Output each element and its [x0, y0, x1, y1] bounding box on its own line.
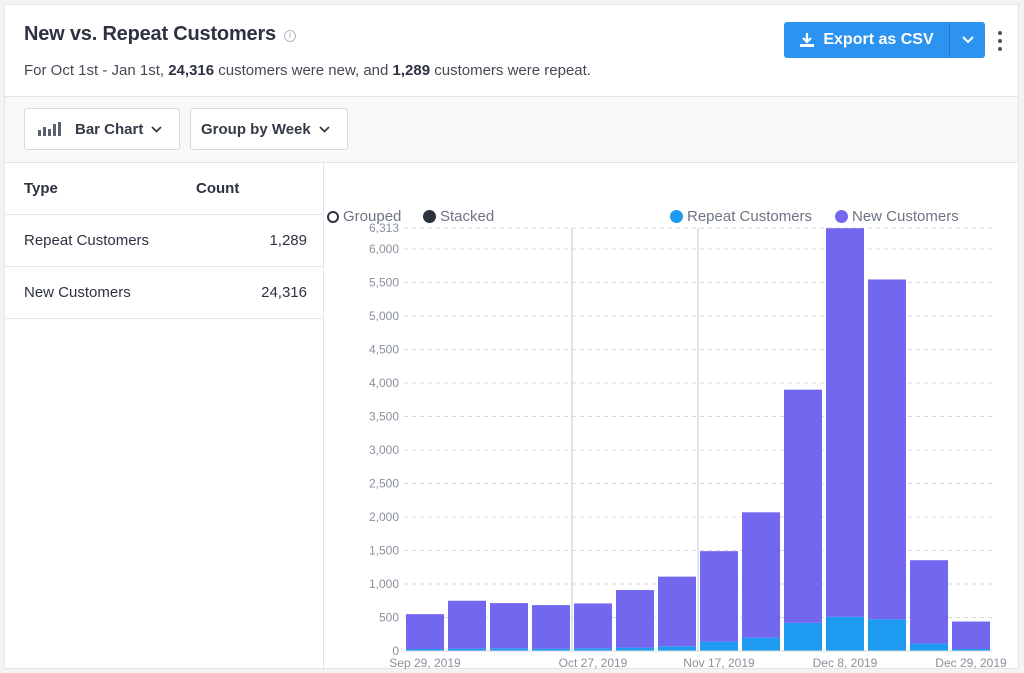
- bar-new: [448, 600, 486, 649]
- bar-repeat: [574, 648, 612, 651]
- export-split-button: Export as CSV: [784, 22, 985, 58]
- x-tick-label: Dec 29, 2019: [935, 656, 1007, 670]
- page-title: New vs. Repeat Customers: [24, 23, 276, 45]
- group-by-dropdown[interactable]: Group by Week: [190, 108, 348, 150]
- x-tick-label: Nov 17, 2019: [683, 656, 755, 670]
- bar-new: [784, 389, 822, 623]
- repeat-count: 1,289: [392, 62, 431, 79]
- y-tick-label: 1,000: [369, 577, 399, 591]
- bar-repeat: [700, 641, 738, 651]
- y-tick-label: 1,500: [369, 543, 399, 557]
- bar-new: [574, 603, 612, 649]
- bar-repeat: [826, 616, 864, 651]
- summary-table: Type Count Repeat Customers 1,289 New Cu…: [5, 163, 324, 670]
- bar-new: [742, 512, 780, 638]
- bar-repeat: [406, 648, 444, 651]
- chart-area: Grouped Stacked Repeat Customers New Cus…: [325, 163, 1019, 670]
- bar-chart-icon: [38, 122, 61, 136]
- x-tick-label: Sep 29, 2019: [389, 656, 461, 670]
- row-type: Repeat Customers: [24, 232, 150, 249]
- bar-chart: 6,313 0 500 1,000 1,500 2,000 2,500 3,000 3,500 4…: [369, 221, 1007, 670]
- bar-new: [490, 603, 528, 649]
- y-tick-label: 6,313: [369, 221, 399, 235]
- summary-mid: customers were new, and: [214, 62, 393, 79]
- header-count[interactable]: Count: [196, 180, 240, 197]
- y-tick-label: 5,000: [369, 309, 399, 323]
- x-tick-label: Oct 27, 2019: [559, 656, 628, 670]
- y-tick-label: 2,000: [369, 510, 399, 524]
- bar-new: [406, 614, 444, 649]
- y-tick-label: 4,500: [369, 342, 399, 356]
- y-tick-label: 5,500: [369, 275, 399, 289]
- y-tick-label: 3,500: [369, 409, 399, 423]
- bar-repeat: [532, 648, 570, 651]
- legend-swatch-repeat: [670, 210, 683, 223]
- bar-new: [868, 279, 906, 620]
- y-tick-label: 2,500: [369, 476, 399, 490]
- bar-repeat: [658, 646, 696, 651]
- bar-repeat: [910, 643, 948, 651]
- bar-repeat: [490, 648, 528, 651]
- chevron-down-icon: [961, 36, 974, 44]
- bar-repeat: [784, 622, 822, 651]
- bar-new: [826, 228, 864, 617]
- bar-new: [532, 605, 570, 649]
- chart-type-dropdown[interactable]: Bar Chart: [24, 108, 180, 150]
- radio-selected-icon: [423, 210, 436, 223]
- more-options-icon[interactable]: [996, 31, 1004, 51]
- legend-swatch-new: [835, 210, 848, 223]
- row-count: 1,289: [269, 232, 307, 249]
- y-tick-label: 0: [392, 644, 399, 658]
- row-count: 24,316: [261, 284, 307, 301]
- export-menu-button[interactable]: [950, 22, 985, 58]
- bar-new: [952, 621, 990, 649]
- bar-repeat: [952, 648, 990, 651]
- title-row: New vs. Repeat Customers i: [24, 23, 296, 46]
- new-count: 24,316: [168, 62, 215, 79]
- y-tick-label: 3,000: [369, 443, 399, 457]
- y-tick-label: 6,000: [369, 242, 399, 256]
- y-tick-label: 4,000: [369, 376, 399, 390]
- grouped-label: Grouped: [343, 208, 402, 225]
- chevron-down-icon: [151, 125, 162, 133]
- download-icon: [800, 33, 815, 47]
- chevron-down-icon: [319, 125, 330, 133]
- bar-new: [616, 590, 654, 648]
- table-header: Type Count: [5, 163, 323, 215]
- legend-repeat[interactable]: Repeat Customers: [670, 208, 812, 225]
- x-tick-label: Dec 8, 2019: [813, 656, 878, 670]
- summary-prefix: For Oct 1st - Jan 1st,: [24, 62, 169, 79]
- summary-suffix: customers were repeat.: [430, 62, 591, 79]
- export-label: Export as CSV: [823, 31, 934, 48]
- radio-unselected-icon: [327, 210, 339, 223]
- bar-new: [658, 576, 696, 647]
- bar-repeat: [742, 637, 780, 651]
- bar-repeat: [448, 648, 486, 651]
- stacked-label: Stacked: [440, 208, 495, 225]
- report-card: New vs. Repeat Customers i For Oct 1st -…: [4, 4, 1019, 670]
- table-row[interactable]: Repeat Customers 1,289: [5, 215, 323, 267]
- group-by-label: Group by Week: [201, 120, 311, 138]
- y-tick-label: 500: [379, 610, 399, 624]
- summary-text: For Oct 1st - Jan 1st, 24,316 customers …: [24, 62, 591, 79]
- legend-new-label: New Customers: [852, 208, 959, 225]
- stacked-radio[interactable]: Stacked: [423, 208, 494, 225]
- info-icon[interactable]: i: [283, 30, 296, 42]
- legend-repeat-label: Repeat Customers: [687, 208, 813, 225]
- table-row[interactable]: New Customers 24,316: [5, 267, 323, 319]
- bar-new: [910, 560, 948, 644]
- bar-repeat: [616, 647, 654, 651]
- bar-new: [700, 551, 738, 642]
- chart-type-label: Bar Chart: [75, 120, 144, 138]
- legend-new[interactable]: New Customers: [835, 208, 959, 225]
- row-type: New Customers: [24, 284, 131, 301]
- grouped-radio[interactable]: Grouped: [327, 208, 401, 225]
- header-type[interactable]: Type: [24, 180, 58, 197]
- bar-repeat: [868, 619, 906, 651]
- export-csv-button[interactable]: Export as CSV: [784, 22, 950, 58]
- toolbar: Bar Chart Group by Week: [5, 97, 1018, 163]
- report-header: New vs. Repeat Customers i For Oct 1st -…: [5, 5, 1018, 97]
